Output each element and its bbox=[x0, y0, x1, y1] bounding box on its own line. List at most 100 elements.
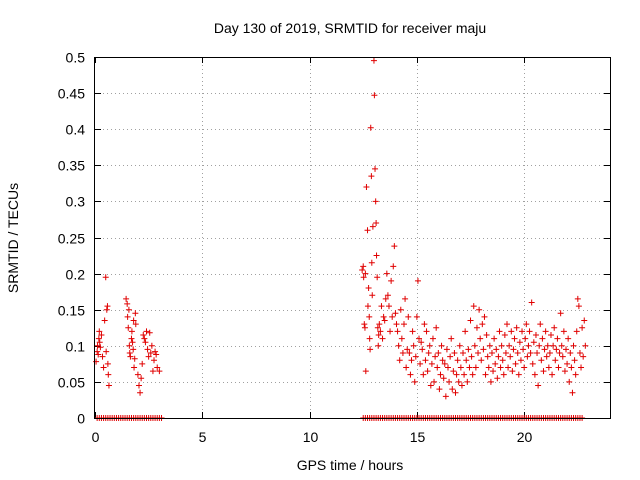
data-point bbox=[541, 346, 548, 353]
data-point bbox=[569, 389, 576, 396]
data-point bbox=[490, 368, 497, 375]
data-point bbox=[132, 321, 139, 328]
data-point bbox=[446, 378, 453, 385]
data-point bbox=[96, 328, 103, 335]
x-axis-label: GPS time / hours bbox=[297, 457, 404, 473]
data-point bbox=[549, 371, 556, 378]
data-point bbox=[130, 346, 137, 353]
data-point bbox=[147, 350, 154, 357]
plot-frame bbox=[94, 57, 611, 419]
data-point bbox=[369, 292, 376, 299]
data-point bbox=[376, 321, 383, 328]
data-point bbox=[451, 350, 458, 357]
data-point bbox=[404, 346, 411, 353]
y-tick-label: 0.25 bbox=[58, 231, 85, 247]
data-point bbox=[444, 364, 451, 371]
y-tick-label: 0.2 bbox=[66, 267, 86, 283]
data-point bbox=[498, 342, 505, 349]
data-point bbox=[422, 357, 429, 364]
data-point bbox=[417, 360, 424, 367]
data-point bbox=[532, 331, 539, 338]
data-point bbox=[557, 310, 564, 317]
data-point bbox=[379, 335, 386, 342]
data-point bbox=[403, 364, 410, 371]
data-point bbox=[123, 295, 130, 302]
data-point bbox=[373, 252, 380, 259]
data-point bbox=[146, 329, 153, 336]
data-point bbox=[388, 277, 395, 284]
data-point bbox=[528, 299, 535, 306]
data-point bbox=[450, 368, 457, 375]
data-point bbox=[466, 364, 473, 371]
data-point bbox=[435, 350, 442, 357]
data-point bbox=[547, 331, 554, 338]
data-point bbox=[521, 364, 528, 371]
data-point bbox=[407, 371, 414, 378]
data-point bbox=[131, 355, 138, 362]
data-point bbox=[143, 328, 150, 335]
data-point bbox=[361, 321, 368, 328]
data-point bbox=[571, 357, 578, 364]
data-point bbox=[370, 57, 377, 64]
data-point bbox=[375, 331, 382, 338]
data-point bbox=[527, 350, 534, 357]
y-tick-label: 0.15 bbox=[58, 303, 85, 319]
data-point bbox=[409, 328, 416, 335]
data-point bbox=[104, 303, 111, 310]
data-point bbox=[476, 306, 483, 313]
data-point bbox=[138, 375, 145, 382]
data-point bbox=[95, 335, 102, 342]
data-point bbox=[126, 342, 133, 349]
data-point bbox=[364, 303, 371, 310]
data-point bbox=[447, 353, 454, 360]
data-point bbox=[545, 364, 552, 371]
data-point bbox=[392, 310, 399, 317]
data-point bbox=[367, 346, 374, 353]
data-point bbox=[94, 348, 101, 355]
data-point bbox=[552, 357, 559, 364]
data-point bbox=[398, 335, 405, 342]
y-tick-label: 0.3 bbox=[66, 194, 86, 210]
data-point bbox=[470, 303, 477, 310]
data-point bbox=[105, 371, 112, 378]
data-point bbox=[570, 342, 577, 349]
data-point bbox=[448, 335, 455, 342]
data-point bbox=[399, 350, 406, 357]
data-point bbox=[539, 335, 546, 342]
data-point bbox=[103, 348, 110, 355]
data-point bbox=[542, 328, 549, 335]
data-point bbox=[556, 350, 563, 357]
data-points bbox=[93, 57, 589, 421]
data-point bbox=[378, 303, 385, 310]
data-point bbox=[580, 353, 587, 360]
data-point bbox=[488, 350, 495, 357]
x-tick-label: 20 bbox=[517, 429, 533, 445]
data-point bbox=[510, 346, 517, 353]
data-point bbox=[454, 357, 461, 364]
data-point bbox=[151, 357, 158, 364]
data-point bbox=[425, 350, 432, 357]
data-point bbox=[495, 353, 502, 360]
data-point bbox=[520, 346, 527, 353]
data-point bbox=[508, 328, 515, 335]
data-point bbox=[555, 364, 562, 371]
data-point bbox=[137, 389, 144, 396]
data-point bbox=[442, 393, 449, 400]
data-point bbox=[381, 317, 388, 324]
data-point bbox=[517, 357, 524, 364]
data-point bbox=[478, 357, 485, 364]
data-point bbox=[472, 364, 479, 371]
y-tick-label: 0 bbox=[77, 411, 85, 427]
data-point bbox=[550, 342, 557, 349]
data-point bbox=[416, 335, 423, 342]
data-point bbox=[434, 364, 441, 371]
data-point bbox=[473, 324, 480, 331]
data-point bbox=[509, 368, 516, 375]
data-point bbox=[375, 342, 382, 349]
data-point bbox=[566, 378, 573, 385]
data-point bbox=[443, 346, 450, 353]
data-point bbox=[406, 350, 413, 357]
data-point bbox=[524, 353, 531, 360]
grid-lines bbox=[95, 57, 610, 418]
